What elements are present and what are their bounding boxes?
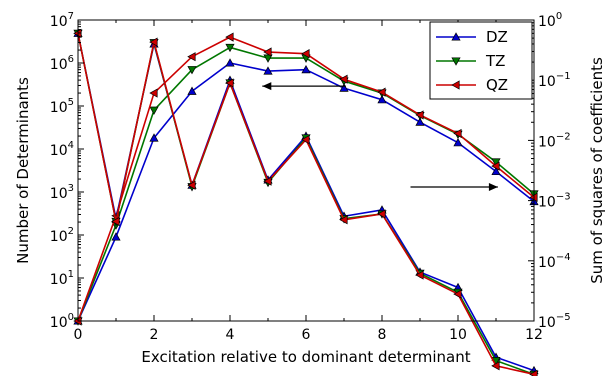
determinants-marker-tz-x4 [225, 43, 235, 53]
legend-marker-tz [451, 57, 461, 66]
determinants-marker-qz-x2 [149, 88, 158, 98]
coefficients-marker-qz-x5 [263, 176, 272, 186]
determinants-marker-dz-x10 [453, 137, 463, 147]
coefficients-marker-qz-x7 [339, 215, 348, 225]
determinants-marker-qz-x7 [339, 74, 348, 84]
determinants-marker-qz-x9 [415, 110, 424, 120]
x-axis-label: Excitation relative to dominant determin… [141, 348, 470, 366]
y-left-tick-label-4: 104 [50, 140, 74, 159]
legend-label-tz: TZ [485, 52, 505, 70]
y-right-tick-label--5: 10−5 [538, 312, 571, 331]
axis-arrow-right-head [488, 183, 498, 191]
determinants-marker-dz-x7 [339, 83, 349, 92]
y-left-tick-label-1: 101 [50, 269, 74, 288]
determinants-marker-dz-x11 [491, 166, 501, 176]
x-tick-label-12: 12 [525, 327, 543, 343]
legend: DZ TZ QZ [429, 21, 533, 100]
y-right-tick-label-0: 100 [538, 11, 562, 30]
y-left-tick-label-6: 106 [50, 54, 74, 73]
coefficients-marker-qz-x6 [301, 135, 310, 145]
x-tick-label-2: 2 [150, 327, 159, 343]
y-axis-left-label: Number of Determinants [14, 77, 32, 264]
coefficients-marker-qz-x3 [187, 180, 196, 190]
legend-marker-qz [451, 80, 460, 90]
determinants-marker-qz-x4 [225, 32, 234, 42]
y-left-tick-label-2: 102 [50, 226, 74, 245]
x-tick-label-0: 0 [74, 327, 83, 343]
tick-layer: 0 2 4 6 8 10 12 100 101 102 103 104 105 106 107 10−5 10−… [50, 11, 571, 343]
axis-arrow-left-head [262, 82, 272, 91]
determinants-marker-dz-x6 [301, 64, 311, 74]
annotation-layer [262, 82, 498, 191]
coefficients-marker-qz-x11 [491, 361, 500, 371]
x-tick-label-6: 6 [302, 327, 311, 343]
determinants-marker-tz-x2 [149, 106, 159, 115]
y-right-tick-label--1: 10−1 [538, 71, 571, 90]
x-tick-label-10: 10 [449, 327, 467, 343]
determinants-marker-tz-x5 [263, 54, 273, 63]
determinants-marker-qz-x11 [491, 161, 500, 171]
determinants-marker-dz-x5 [263, 66, 273, 75]
determinants-line-dz [77, 62, 535, 322]
y-axis-right-label: Sum of squares of coefficients [588, 57, 606, 284]
determinants-marker-qz-x3 [187, 52, 196, 62]
y-left-tick-label-5: 105 [50, 97, 74, 116]
determinants-marker-dz-x8 [377, 94, 387, 104]
legend-label-qz: QZ [486, 76, 508, 94]
determinants-marker-qz-x6 [301, 49, 310, 59]
determinants-marker-dz-x3 [187, 86, 197, 95]
coefficients-marker-qz-x2 [149, 37, 158, 47]
y-left-tick-label-3: 103 [50, 183, 74, 202]
x-tick-label-8: 8 [378, 327, 387, 343]
coefficients-marker-qz-x1 [111, 216, 120, 227]
y-right-tick-label--4: 10−4 [538, 252, 571, 271]
coefficients-marker-qz-x9 [415, 270, 424, 280]
y-left-tick-label-0: 100 [50, 312, 74, 331]
coefficients-marker-qz-x10 [453, 289, 462, 299]
determinants-marker-qz-x10 [453, 128, 462, 139]
y-right-tick-label--3: 10−3 [538, 192, 571, 211]
legend-marker-dz [451, 32, 461, 41]
determinants-marker-qz-x8 [377, 87, 386, 97]
coefficients-marker-qz-x8 [377, 209, 386, 219]
determinants-marker-qz-x5 [263, 47, 272, 57]
x-tick-label-4: 4 [226, 327, 235, 343]
determinants-marker-dz-x2 [149, 133, 159, 142]
coefficients-marker-qz-x12 [529, 369, 538, 376]
determinants-marker-tz-x3 [187, 66, 197, 75]
determinants-marker-dz-x1 [111, 232, 121, 241]
determinants-marker-dz-x9 [415, 117, 425, 126]
legend-label-dz: DZ [486, 28, 508, 46]
determinants-marker-dz-x4 [225, 58, 235, 67]
coefficients-marker-qz-x4 [225, 78, 234, 88]
y-right-tick-label--2: 10−2 [538, 131, 571, 150]
y-left-tick-label-7: 107 [50, 11, 74, 30]
determinants-marker-tz-x11 [491, 158, 501, 167]
